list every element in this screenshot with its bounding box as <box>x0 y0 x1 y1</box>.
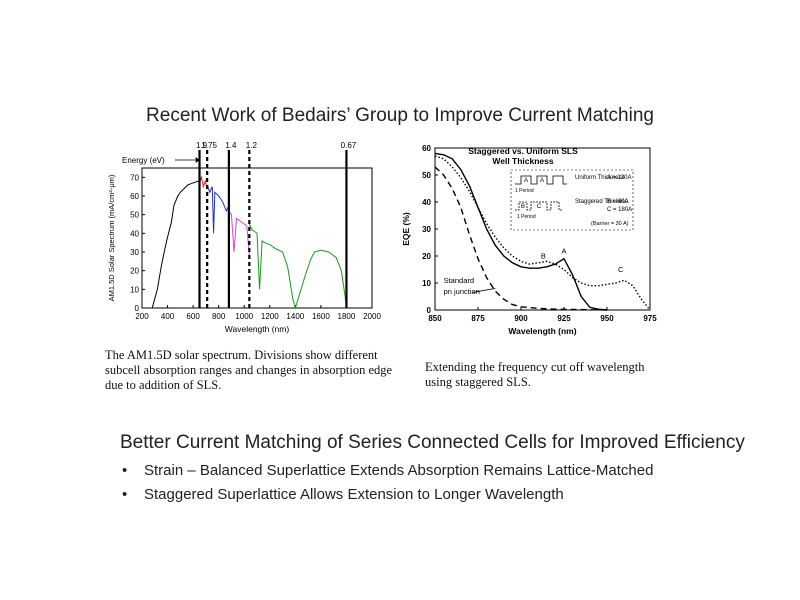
inset-param: B = 60A <box>607 199 629 205</box>
section-heading: Better Current Matching of Series Connec… <box>120 432 745 453</box>
x-tick-label: 1800 <box>338 312 356 321</box>
eqe-series-line <box>434 166 608 311</box>
x-tick-label: 1200 <box>261 312 279 321</box>
y-tick-label: 40 <box>422 198 431 207</box>
y-tick-label: 10 <box>422 279 431 288</box>
spectrum-series-line <box>228 210 250 256</box>
annotation-arrow <box>472 288 496 293</box>
x-tick-label: 200 <box>135 312 149 321</box>
x-tick-label: 875 <box>471 314 485 323</box>
y-tick-label: 60 <box>422 144 431 153</box>
eqe-chart: 850 875 900 925 950 975 0 10 20 30 40 50 60 Wavelengt… <box>401 144 657 336</box>
chart-title: Well Thickness <box>492 156 554 166</box>
chart-title: Staggered vs. Uniform SLS <box>468 146 578 156</box>
energy-marker-label: 1.75 <box>201 141 217 150</box>
spectrum-series-line <box>248 223 347 310</box>
inset-well-label: B <box>521 204 525 210</box>
inset-barrier-label: (Barrier = 30 A) <box>591 221 629 227</box>
bullet-marker: • <box>122 486 128 503</box>
x-tick-label: 925 <box>557 314 571 323</box>
y-tick-label: 0 <box>135 304 140 313</box>
inset-well-label: A <box>540 178 544 184</box>
staggered-well-profile <box>515 201 563 211</box>
spectrum-series-line <box>199 175 208 189</box>
y-axis-label: AM1.5D Solar Spectrum (mA/cm²-μm) <box>107 174 116 301</box>
energy-axis-label: Energy (eV) <box>122 156 165 165</box>
inset-param: C = 180A <box>607 207 632 213</box>
curve-annotation: C <box>618 265 624 274</box>
y-tick-label: 50 <box>422 171 431 180</box>
x-axis-label: Wavelength (nm) <box>508 326 576 336</box>
inset-staggered-label: Staggered Thickess <box>575 199 628 205</box>
caption-solar-spectrum: The AM1.5D solar spectrum. Divisions sho… <box>105 348 393 392</box>
x-tick-label: 400 <box>161 312 175 321</box>
curve-annotation: A <box>561 246 566 255</box>
x-tick-label: 800 <box>212 312 226 321</box>
energy-marker-label: 1.4 <box>225 141 237 150</box>
energy-arrow-head <box>195 157 200 163</box>
bullet-text: Staggered Superlattice Allows Extension … <box>144 486 564 503</box>
y-tick-label: 60 <box>130 192 139 201</box>
inset-well-label: C <box>537 204 542 210</box>
curve-annotation: pn junction <box>444 287 480 296</box>
energy-marker-label: 0.67 <box>341 141 357 150</box>
y-tick-label: 50 <box>130 211 139 220</box>
y-tick-label: 40 <box>130 229 139 238</box>
inset-uniform-label: Uniform Thickness <box>575 175 625 181</box>
uniform-well-profile <box>515 175 567 185</box>
bullet-item: • Strain – Balanced Superlattice Extends … <box>122 462 653 479</box>
x-tick-label: 1000 <box>235 312 253 321</box>
energy-marker-label: 1.2 <box>246 141 258 150</box>
slide-title: Recent Work of Bedairs’ Group to Improve… <box>146 105 654 126</box>
y-tick-label: 0 <box>427 306 432 315</box>
x-tick-label: 1600 <box>312 312 330 321</box>
y-tick-label: 10 <box>130 285 139 294</box>
x-tick-label: 1400 <box>286 312 304 321</box>
plot-frame <box>141 167 373 309</box>
y-tick-label: 30 <box>130 248 139 257</box>
y-tick-label: 30 <box>422 225 431 234</box>
y-axis-label: EQE (%) <box>401 212 411 246</box>
bullet-marker: • <box>122 462 128 479</box>
x-tick-label: 2000 <box>363 312 381 321</box>
x-tick-label: 950 <box>600 314 614 323</box>
x-tick-label: 850 <box>428 314 442 323</box>
x-tick-label: 600 <box>186 312 200 321</box>
inset-well-label: A <box>524 178 528 184</box>
x-axis-label: Wavelength (nm) <box>225 324 290 334</box>
solar-spectrum-chart: 200 400 600 800 1000 1200 1400 1600 1800 2000 0 10 2… <box>107 141 381 334</box>
caption-eqe: Extending the frequency cut off waveleng… <box>425 360 645 389</box>
curve-annotation: Standard <box>444 276 474 285</box>
eqe-series-line <box>434 155 651 311</box>
bullet-item: • Staggered Superlattice Allows Extension… <box>122 486 564 503</box>
spectrum-series-line <box>151 180 200 309</box>
energy-marker-label: 1.9 <box>196 141 208 150</box>
bullet-text: Strain – Balanced Superlattice Extends A… <box>144 462 654 479</box>
inset-param: A = 120A <box>607 175 632 181</box>
y-tick-label: 70 <box>130 173 139 182</box>
curve-annotation: B <box>541 252 546 261</box>
y-tick-label: 20 <box>130 267 139 276</box>
x-tick-label: 900 <box>514 314 528 323</box>
eqe-series-line <box>434 152 608 311</box>
inset-period-label: 1 Period <box>517 214 536 220</box>
spectrum-series-line <box>206 184 230 234</box>
x-tick-label: 975 <box>643 314 657 323</box>
y-tick-label: 20 <box>422 252 431 261</box>
inset-period-label: 1 Period <box>515 188 534 194</box>
